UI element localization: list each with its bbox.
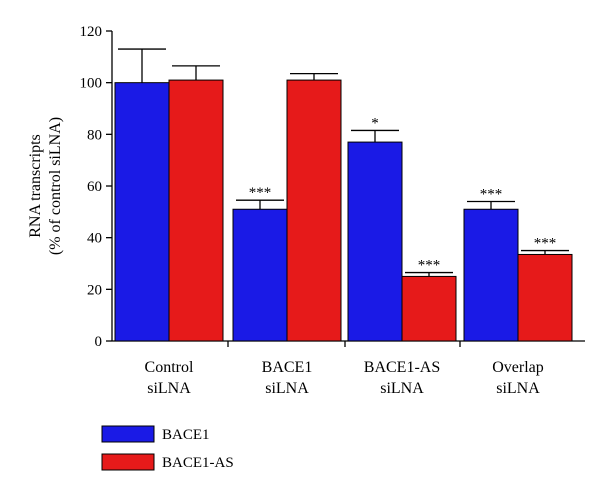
y-axis-title: (% of control siLNA) — [47, 117, 64, 255]
bar-bace1-as — [286, 79, 342, 342]
y-tick-label: 0 — [95, 334, 103, 350]
bar-bace1-as — [517, 253, 573, 342]
bar-bace1 — [347, 141, 403, 342]
x-category-label: siLNA — [265, 380, 309, 397]
significance-label: *** — [480, 187, 503, 203]
bar-bace1 — [232, 208, 288, 342]
x-category-label: siLNA — [380, 380, 424, 397]
significance-label: *** — [249, 185, 272, 201]
legend: BACE1 BACE1-AS — [101, 425, 234, 471]
legend-label: BACE1-AS — [162, 455, 234, 471]
y-tick-label: 120 — [80, 24, 103, 40]
y-tick-label: 40 — [87, 231, 102, 247]
labels: 0 20 40 60 80 100 120 RNA transcripts (% of cont… — [27, 24, 556, 397]
bar-bace1 — [114, 82, 170, 342]
bar-bace1-as — [401, 275, 457, 342]
x-category-label: BACE1 — [262, 359, 313, 376]
bars — [114, 48, 573, 342]
y-tick-label: 80 — [87, 127, 102, 143]
significance-label: * — [371, 115, 379, 131]
y-tick-label: 60 — [87, 179, 102, 195]
x-category-label: BACE1-AS — [364, 359, 440, 376]
bar-bace1 — [463, 208, 519, 342]
y-axis-title: RNA transcripts — [27, 134, 44, 238]
significance-label: *** — [534, 236, 557, 252]
x-category-label: Control — [145, 359, 194, 376]
bar-bace1-as — [168, 79, 224, 342]
significance-label: *** — [418, 258, 441, 274]
x-category-label: siLNA — [147, 380, 191, 397]
y-tick-label: 100 — [80, 76, 103, 92]
y-tick-label: 20 — [87, 282, 102, 298]
legend-label: BACE1 — [162, 427, 210, 443]
legend-swatch — [101, 453, 155, 471]
x-category-label: siLNA — [496, 380, 540, 397]
legend-swatch — [101, 425, 155, 443]
x-category-label: Overlap — [492, 359, 544, 376]
